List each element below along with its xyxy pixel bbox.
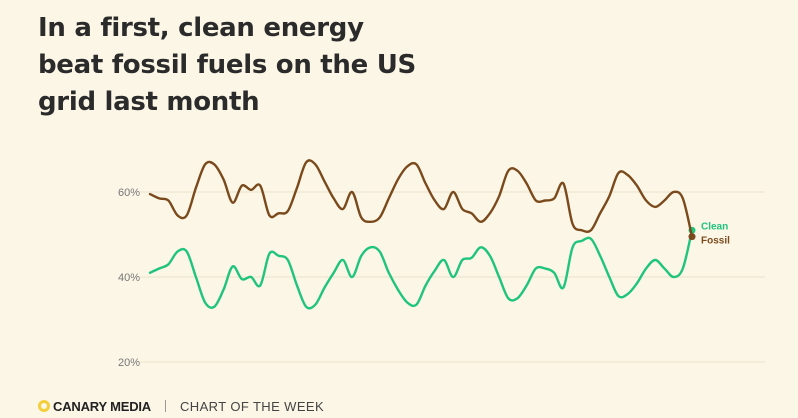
fossil-series-label: Fossil xyxy=(701,236,730,247)
series-lines xyxy=(148,159,696,310)
footer-divider xyxy=(165,400,166,412)
y-tick-label: 40% xyxy=(118,272,140,284)
y-tick-label: 20% xyxy=(118,357,140,369)
footer: CANARY MEDIA CHART OF THE WEEK xyxy=(38,396,324,416)
title-line-2: beat fossil fuels on the US xyxy=(38,50,416,80)
footer-tagline: CHART OF THE WEEK xyxy=(180,398,325,414)
clean-series-line xyxy=(148,229,694,310)
title-line-3: grid last month xyxy=(38,87,260,117)
title-line-1: In a first, clean energy xyxy=(38,13,364,43)
canary-logo-icon xyxy=(38,400,50,412)
series-labels: Clean Fossil xyxy=(701,221,730,246)
y-tick-label: 60% xyxy=(118,187,140,199)
brand-name: CANARY MEDIA xyxy=(53,398,151,414)
fossil-end-point xyxy=(688,233,696,241)
y-axis-ticks: 20% 40% 60% xyxy=(118,187,140,369)
fossil-series-line xyxy=(148,159,694,238)
chart-title: In a first, clean energy beat fossil fue… xyxy=(38,10,458,121)
clean-series-label: Clean xyxy=(701,221,728,232)
